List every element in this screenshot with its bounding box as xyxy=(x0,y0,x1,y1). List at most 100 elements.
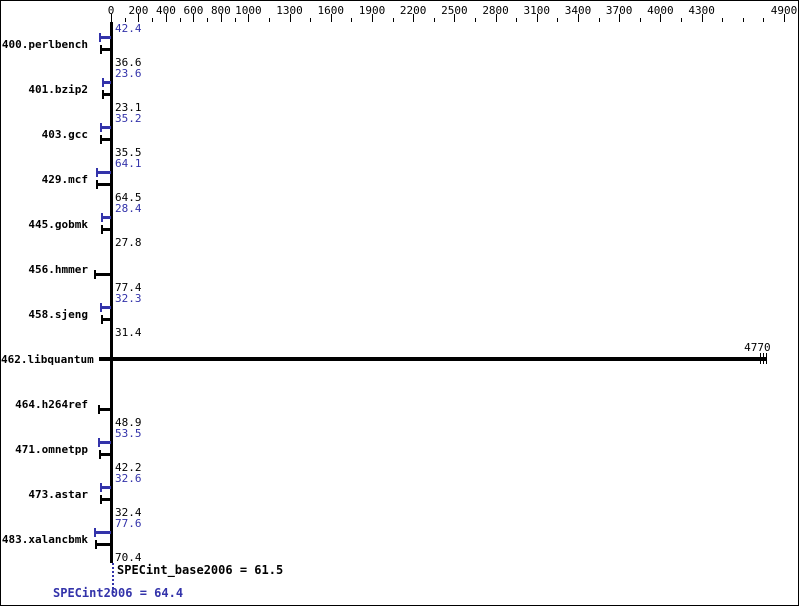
axis-tick-label: 2800 xyxy=(482,4,509,17)
benchmark-name-456.hmmer: 456.hmmer xyxy=(28,263,88,276)
axis-tick-minor xyxy=(599,18,600,22)
base-ratio-bar xyxy=(100,318,111,321)
axis-tick-label: 1300 xyxy=(276,4,303,17)
peak-value-label: 42.4 xyxy=(115,22,142,35)
peak-ratio-cap xyxy=(99,33,102,42)
peak-value-label: 32.3 xyxy=(115,292,142,305)
base-ratio-bar xyxy=(100,498,111,501)
axis-tick-minor xyxy=(235,18,236,22)
base-value-label: 77.4 xyxy=(115,281,142,294)
peak-ratio-cap xyxy=(96,168,99,177)
axis-tick-minor xyxy=(516,18,517,22)
peak-value-label: 53.5 xyxy=(115,427,142,440)
axis-tick-minor xyxy=(434,18,435,22)
base-ratio-cap xyxy=(101,225,104,234)
axis-tick-minor xyxy=(640,18,641,22)
base-value-label: 31.4 xyxy=(115,326,142,339)
axis-tick-label: 1900 xyxy=(358,4,386,17)
peak-value-label: 77.6 xyxy=(115,517,142,530)
axis-tick-major xyxy=(413,14,414,22)
base-value-label: 23.1 xyxy=(115,101,142,114)
peak-ratio-bar xyxy=(94,531,111,534)
base-ratio-cap xyxy=(100,495,103,504)
axis-tick-label: 1000 xyxy=(235,4,262,17)
peak-ratio-cap xyxy=(100,303,103,312)
runtime-bar-end-mark xyxy=(760,353,762,364)
peak-value-label: 32.6 xyxy=(115,472,142,485)
axis-tick-label: 3100 xyxy=(523,4,551,17)
axis-tick-major xyxy=(111,14,112,22)
base-ratio-bar xyxy=(99,48,111,51)
specint2006-summary: SPECint2006 = 64.4 xyxy=(53,586,184,600)
axis-tick-label: 4900 xyxy=(770,4,798,17)
benchmark-name-464.h264ref: 464.h264ref xyxy=(15,398,88,411)
axis-tick-label: 4300 xyxy=(688,4,715,17)
axis-tick-minor xyxy=(475,18,476,22)
axis-tick-major xyxy=(138,14,139,22)
axis-tick-major xyxy=(619,14,620,22)
base-value-label: 48.9 xyxy=(115,416,142,429)
base-value-label: 35.5 xyxy=(115,146,142,159)
runtime-bar-end-mark xyxy=(766,353,768,364)
peak-ratio-cap xyxy=(100,483,103,492)
peak-value-label: 23.6 xyxy=(115,67,142,80)
peak-ratio-cap xyxy=(97,438,100,447)
axis-tick-minor xyxy=(393,18,394,22)
benchmark-name-403.gcc: 403.gcc xyxy=(41,128,88,141)
base-ratio-bar xyxy=(94,273,111,276)
peak-ratio-bar xyxy=(100,126,111,129)
axis-tick-major xyxy=(166,14,167,22)
peak-value-label: 35.2 xyxy=(115,112,142,125)
base-ratio-cap xyxy=(100,315,103,324)
axis-tick-major xyxy=(702,14,703,22)
axis-tick-minor xyxy=(152,18,153,22)
axis-tick-major xyxy=(454,14,455,22)
peak-ratio-bar xyxy=(100,306,111,309)
axis-tick-major xyxy=(372,14,373,22)
axis-tick-minor xyxy=(125,18,126,22)
benchmark-name-401.bzip2: 401.bzip2 xyxy=(28,83,88,96)
base-ratio-cap xyxy=(94,270,97,279)
base-ratio-cap xyxy=(95,180,98,189)
axis-tick-minor xyxy=(722,18,723,22)
axis-tick-label: 3700 xyxy=(605,4,633,17)
base-ratio-bar xyxy=(99,453,111,456)
base-ratio-bar xyxy=(95,183,111,186)
base-ratio-cap xyxy=(99,450,102,459)
peak-ratio-cap xyxy=(101,78,104,87)
base-ratio-cap xyxy=(99,45,102,54)
peak-ratio-bar xyxy=(96,171,111,174)
base-ratio-cap xyxy=(98,405,101,414)
axis-tick-major xyxy=(784,14,785,22)
base-value-label: 70.4 xyxy=(115,551,142,564)
base-ratio-cap xyxy=(100,135,103,144)
axis-tick-label: 0 xyxy=(107,4,115,17)
base-ratio-bar xyxy=(101,93,111,96)
base-ratio-cap xyxy=(101,90,104,99)
peak-ratio-cap xyxy=(101,213,104,222)
peak-ratio-bar xyxy=(97,441,111,444)
benchmark-name-473.astar: 473.astar xyxy=(28,488,88,501)
axis-tick-major xyxy=(537,14,538,22)
base-value-label: 64.5 xyxy=(115,191,142,204)
benchmark-name-400.perlbench: 400.perlbench xyxy=(1,38,88,51)
base-value-label: 36.6 xyxy=(115,56,142,69)
axis-tick-minor xyxy=(557,18,558,22)
benchmark-name-445.gobmk: 445.gobmk xyxy=(28,218,88,231)
axis-tick-minor xyxy=(681,18,682,22)
axis-tick-label: 1600 xyxy=(317,4,345,17)
base-value-label: 42.2 xyxy=(115,461,142,474)
axis-tick-minor xyxy=(763,18,764,22)
axis-tick-label: 600 xyxy=(183,4,204,17)
axis-tick-minor xyxy=(207,18,208,22)
axis-tick-minor xyxy=(743,18,744,22)
axis-tick-major xyxy=(660,14,661,22)
peak-ratio-bar xyxy=(101,216,111,219)
specint-base2006-summary: SPECint_base2006 = 61.5 xyxy=(117,563,284,577)
axis-tick-major xyxy=(290,14,291,22)
axis-tick-major xyxy=(221,14,222,22)
benchmark-name-458.sjeng: 458.sjeng xyxy=(28,308,88,321)
peak-ratio-bar xyxy=(101,81,111,84)
axis-tick-label: 200 xyxy=(128,4,149,17)
base-value-label: 32.4 xyxy=(115,506,142,519)
